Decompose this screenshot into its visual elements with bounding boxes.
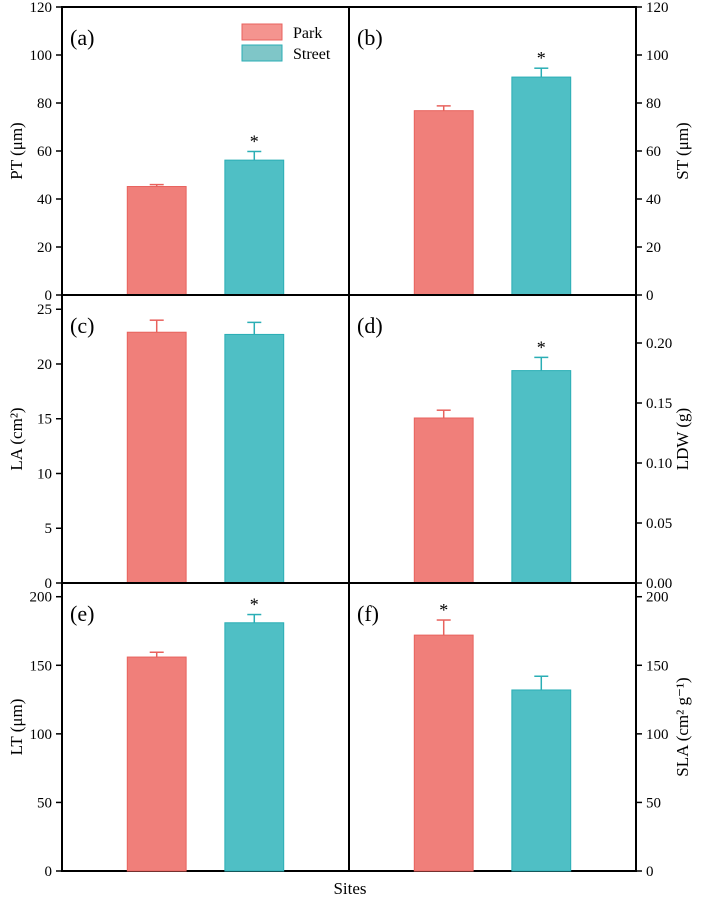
significance-marker: * xyxy=(537,337,546,357)
y-axis-label: LDW (g) xyxy=(673,408,692,470)
significance-marker: * xyxy=(537,48,546,68)
panel-label: (f) xyxy=(357,601,379,626)
panel-label: (d) xyxy=(357,313,383,338)
y-tick-label: 200 xyxy=(30,590,53,606)
bar-street xyxy=(224,333,285,584)
y-tick-label: 80 xyxy=(646,96,661,112)
bar-park xyxy=(413,634,474,872)
y-tick-label: 0.10 xyxy=(646,456,672,472)
legend-label-street: Street xyxy=(293,46,331,63)
y-tick-label: 120 xyxy=(30,0,53,16)
y-tick-label: 0 xyxy=(646,288,654,304)
y-axis-label: SLA (cm² g⁻¹) xyxy=(673,677,692,776)
x-axis-label: Sites xyxy=(333,879,366,898)
bar-park xyxy=(413,110,474,296)
legend: Park Street xyxy=(241,23,331,63)
y-tick-label: 25 xyxy=(37,302,52,318)
y-tick-label: 15 xyxy=(37,412,52,428)
y-axis-label: PT (μm) xyxy=(7,122,26,179)
bar-park xyxy=(413,417,474,584)
legend-label-park: Park xyxy=(293,25,322,42)
y-tick-label: 120 xyxy=(646,0,669,16)
y-axis-label: LA (cm²) xyxy=(7,407,26,470)
y-tick-label: 0.20 xyxy=(646,336,672,352)
panel-label: (a) xyxy=(70,25,94,50)
y-tick-label: 60 xyxy=(646,144,661,160)
y-tick-label: 150 xyxy=(646,658,669,674)
y-tick-label: 40 xyxy=(646,192,661,208)
panel-label: (c) xyxy=(70,313,94,338)
y-tick-label: 200 xyxy=(646,590,669,606)
bar-street xyxy=(511,76,572,296)
significance-marker: * xyxy=(439,600,448,620)
significance-marker: * xyxy=(250,131,259,151)
y-tick-label: 20 xyxy=(37,357,52,373)
y-tick-label: 50 xyxy=(37,795,52,811)
y-tick-label: 150 xyxy=(30,658,53,674)
y-tick-label: 100 xyxy=(646,48,669,64)
y-tick-label: 10 xyxy=(37,466,52,482)
y-tick-label: 50 xyxy=(646,795,661,811)
y-tick-label: 0.05 xyxy=(646,516,672,532)
y-tick-label: 100 xyxy=(30,727,53,743)
y-tick-label: 0.00 xyxy=(646,576,672,592)
y-tick-label: 20 xyxy=(37,240,52,256)
y-tick-label: 0 xyxy=(45,576,53,592)
y-tick-label: 40 xyxy=(37,192,52,208)
y-tick-label: 0 xyxy=(646,864,654,880)
y-tick-label: 100 xyxy=(646,727,669,743)
panel-label: (b) xyxy=(357,25,383,50)
panel-frame xyxy=(61,582,350,872)
bar-park xyxy=(126,656,187,872)
bar-park xyxy=(126,186,187,296)
legend-swatch-park xyxy=(241,23,283,41)
y-axis-label: ST (μm) xyxy=(673,122,692,179)
panel-frame xyxy=(61,294,350,584)
y-tick-label: 100 xyxy=(30,48,53,64)
y-tick-label: 20 xyxy=(646,240,661,256)
bar-street xyxy=(511,689,572,872)
bar-park xyxy=(126,331,187,584)
bar-street xyxy=(224,622,285,872)
panel-frame xyxy=(348,582,637,872)
bar-street xyxy=(224,159,285,296)
bar-street xyxy=(511,370,572,584)
y-tick-label: 5 xyxy=(45,521,53,537)
y-axis-label: LT (μm) xyxy=(7,699,26,756)
y-tick-label: 0 xyxy=(45,288,53,304)
panel-frame xyxy=(348,6,637,296)
y-tick-label: 0 xyxy=(45,864,53,880)
significance-marker: * xyxy=(250,595,259,615)
y-tick-label: 80 xyxy=(37,96,52,112)
panel-label: (e) xyxy=(70,601,94,626)
y-tick-label: 0.15 xyxy=(646,396,672,412)
y-tick-label: 60 xyxy=(37,144,52,160)
panel-frame xyxy=(348,294,637,584)
legend-swatch-street xyxy=(241,44,283,62)
